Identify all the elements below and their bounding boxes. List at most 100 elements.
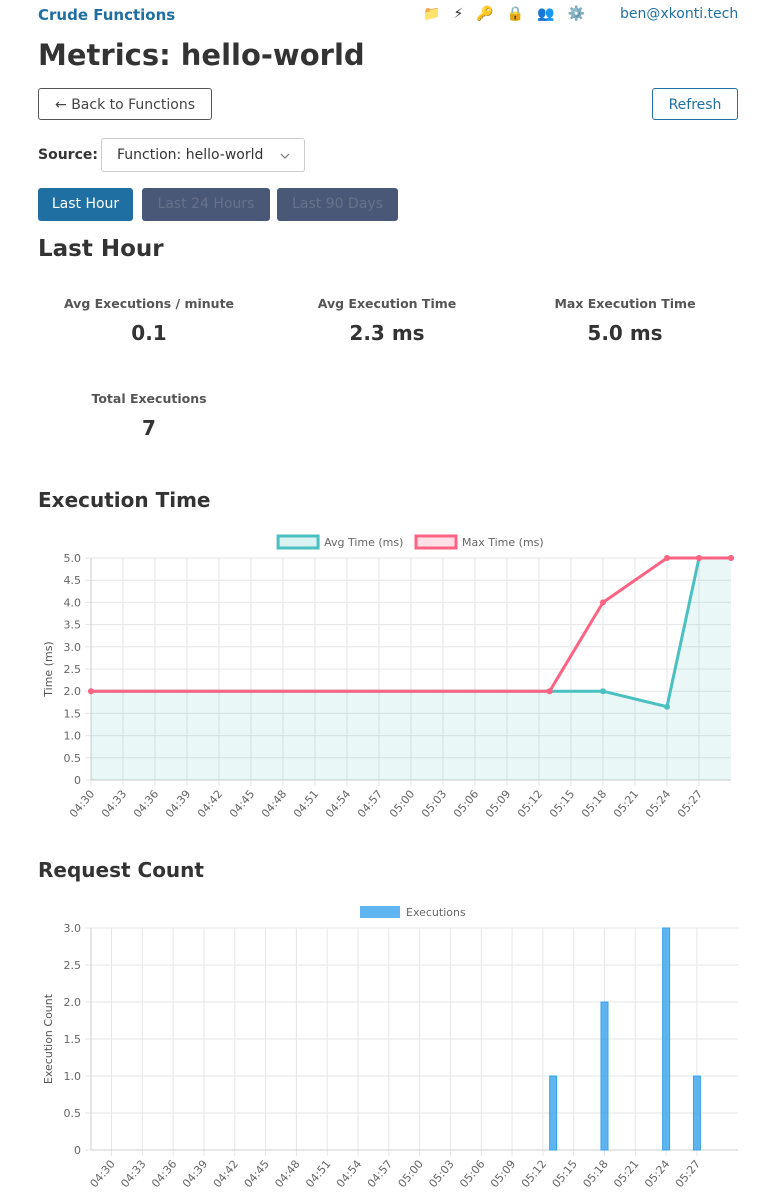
page-title: Metrics: hello-world (38, 38, 365, 72)
x-tick-label: 04:57 (355, 788, 385, 821)
legend-swatch (414, 534, 458, 550)
user-link[interactable]: ben@xkonti.tech (620, 6, 739, 22)
y-tick-label: 2.5 (64, 959, 82, 972)
x-tick-label: 05:06 (451, 788, 481, 821)
x-tick-label: 05:12 (515, 788, 545, 821)
x-tick-label: 05:06 (457, 1158, 487, 1191)
x-tick-label: 04:30 (67, 788, 97, 821)
y-tick-label: 1.0 (64, 1070, 82, 1083)
nav-icon[interactable]: 📁 (423, 6, 441, 22)
data-point (696, 555, 702, 561)
x-tick-label: 04:39 (180, 1158, 210, 1191)
x-tick-label: 04:51 (291, 788, 321, 821)
legend-label: Max Time (ms) (462, 536, 544, 549)
x-tick-label: 05:24 (642, 1158, 672, 1191)
y-tick-label: 2.0 (64, 685, 82, 698)
y-tick-label: 0.5 (64, 752, 82, 765)
nav-icon[interactable]: 🔒 (506, 6, 525, 22)
stat-value: 0.1 (131, 321, 167, 345)
stat: Total Executions 7 (34, 391, 264, 440)
x-tick-label: 05:15 (547, 788, 577, 821)
x-tick-label: 04:45 (227, 788, 257, 821)
chart-title: Request Count (38, 858, 204, 882)
data-point (728, 555, 734, 561)
y-tick-label: 1.5 (64, 707, 82, 720)
x-tick-label: 04:33 (118, 1158, 148, 1191)
x-tick-label: 05:03 (419, 788, 449, 821)
bar (662, 927, 671, 1151)
bar (692, 1075, 701, 1151)
source-select[interactable]: Function: hello-world (101, 138, 305, 172)
x-tick-label: 04:36 (131, 788, 161, 821)
stat-value: 7 (142, 416, 156, 440)
refresh-button[interactable]: Refresh (652, 88, 738, 120)
y-tick-label: 3.0 (64, 922, 82, 935)
x-tick-label: 05:18 (580, 1158, 610, 1191)
tab-active[interactable]: Last Hour (38, 188, 133, 221)
stat-value: 2.3 ms (349, 321, 425, 345)
x-tick-label: 05:18 (579, 788, 609, 821)
x-tick-label: 04:30 (88, 1158, 118, 1191)
y-tick-label: 1.5 (64, 1033, 82, 1046)
nav-icon[interactable]: 👥 (537, 6, 555, 22)
source-label: Source: (38, 147, 98, 163)
y-tick-label: 0 (74, 774, 81, 787)
y-tick-label: 2.5 (64, 663, 82, 676)
y-tick-label: 5.0 (64, 552, 82, 565)
area-fill (91, 558, 731, 780)
x-tick-label: 05:09 (483, 788, 513, 821)
nav-icon[interactable]: ⚡ (453, 6, 464, 22)
legend-label: Avg Time (ms) (324, 536, 403, 549)
x-tick-label: 05:00 (387, 788, 417, 821)
stat-label: Avg Execution Time (317, 296, 457, 311)
data-point (664, 703, 670, 710)
stat-label: Max Execution Time (554, 296, 696, 311)
x-tick-label: 04:51 (303, 1158, 333, 1191)
stat-label: Total Executions (91, 391, 207, 406)
tab[interactable]: Last 24 Hours (142, 188, 270, 221)
y-tick-label: 1.0 (64, 730, 82, 743)
stat: Avg Executions / minute 0.1 (34, 296, 264, 345)
y-tick-label: 3.0 (64, 641, 82, 654)
x-tick-label: 04:36 (149, 1158, 179, 1191)
legend-swatch (360, 906, 400, 918)
tab[interactable]: Last 90 Days (277, 188, 398, 221)
x-tick-label: 04:42 (211, 1158, 241, 1191)
legend-label: Executions (406, 906, 466, 919)
x-tick-label: 05:27 (673, 1158, 703, 1191)
x-tick-label: 04:48 (272, 1158, 302, 1191)
legend-swatch (276, 534, 320, 550)
y-tick-label: 3.5 (64, 619, 82, 632)
source-value: Function: hello-world (117, 147, 264, 163)
x-tick-label: 05:24 (643, 788, 673, 821)
stat: Max Execution Time 5.0 ms (510, 296, 740, 345)
data-point (546, 688, 553, 695)
bar (600, 1001, 609, 1151)
x-tick-label: 04:33 (99, 788, 129, 821)
x-tick-label: 05:21 (611, 1158, 641, 1191)
section-title: Last Hour (38, 236, 164, 262)
x-tick-label: 05:15 (550, 1158, 580, 1191)
brand[interactable]: Crude Functions (38, 6, 176, 24)
stat: Avg Execution Time 2.3 ms (272, 296, 502, 345)
x-tick-label: 05:03 (426, 1158, 456, 1191)
chart: Execution Time Avg Time (ms) Max Time (ms)… (38, 488, 734, 821)
y-tick-label: 4.0 (64, 596, 82, 609)
nav-icon[interactable]: 🔑 (476, 6, 494, 22)
chevron (280, 153, 290, 159)
series-line (91, 556, 731, 693)
back-button[interactable]: ← Back to Functions (38, 88, 212, 120)
x-tick-label: 05:09 (488, 1158, 518, 1191)
y-tick-label: 0 (74, 1144, 81, 1157)
nav-icon[interactable]: ⚙️ (567, 6, 586, 22)
y-tick-label: 4.5 (64, 574, 82, 587)
x-tick-label: 04:45 (242, 1158, 272, 1191)
y-tick-label: 0.5 (64, 1107, 82, 1120)
x-tick-label: 05:00 (396, 1158, 426, 1191)
stat-value: 5.0 ms (587, 321, 663, 345)
bar (549, 1075, 558, 1151)
data-point (600, 599, 606, 606)
nav-icons: 📁 ⚡ 🔑 🔒 👥 ⚙️ (423, 6, 585, 22)
data-point (600, 688, 606, 695)
